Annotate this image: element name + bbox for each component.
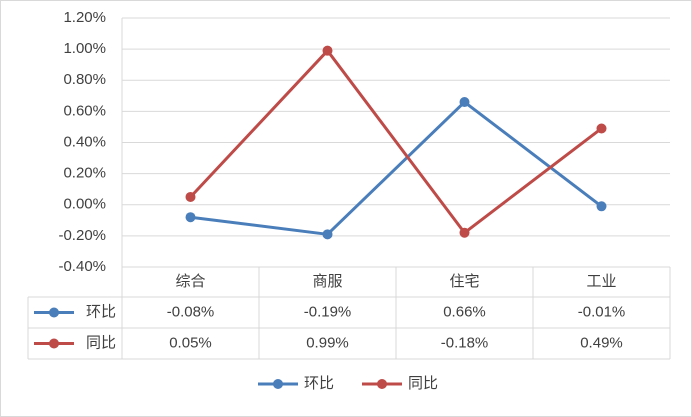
data-point (185, 212, 196, 223)
data-point (596, 201, 607, 212)
legend-dot (377, 379, 387, 389)
data-point (322, 45, 333, 56)
y-tick-label: 0.40% (63, 133, 106, 150)
y-tick-label: -0.40% (58, 258, 106, 275)
table-value: -0.18% (441, 334, 489, 351)
table-value: 0.99% (306, 334, 349, 351)
y-tick-label: 0.80% (63, 71, 106, 88)
legend-dot (273, 379, 283, 389)
table-legend-dot (49, 338, 59, 349)
data-point (322, 229, 333, 240)
x-tick-label: 住宅 (449, 273, 479, 290)
y-tick-label: 0.00% (63, 196, 106, 213)
table-value: 0.05% (169, 334, 212, 351)
legend-label: 环比 (304, 375, 334, 392)
x-tick-label: 综合 (175, 273, 205, 290)
table-series-name: 环比 (86, 303, 116, 320)
x-tick-label: 工业 (586, 273, 616, 290)
series-line (189, 49, 603, 235)
legend-label: 同比 (408, 375, 438, 392)
series-line (190, 100, 603, 236)
table-value: -0.01% (578, 303, 626, 320)
y-tick-label: 0.20% (63, 165, 106, 182)
y-tick-label: 1.00% (63, 40, 106, 57)
table-value: -0.08% (167, 303, 215, 320)
data-point (596, 123, 607, 134)
y-tick-label: 1.20% (63, 9, 106, 26)
table-legend-dot (49, 307, 59, 318)
y-tick-label: -0.20% (58, 227, 106, 244)
table-series-name: 同比 (86, 334, 116, 351)
table-value: 0.66% (443, 303, 486, 320)
y-tick-label: 0.60% (63, 102, 106, 119)
table-value: -0.19% (304, 303, 352, 320)
data-point (459, 227, 470, 238)
data-point (185, 191, 196, 202)
data-point (459, 97, 470, 108)
table-value: 0.49% (580, 334, 623, 351)
x-tick-label: 商服 (312, 273, 342, 290)
